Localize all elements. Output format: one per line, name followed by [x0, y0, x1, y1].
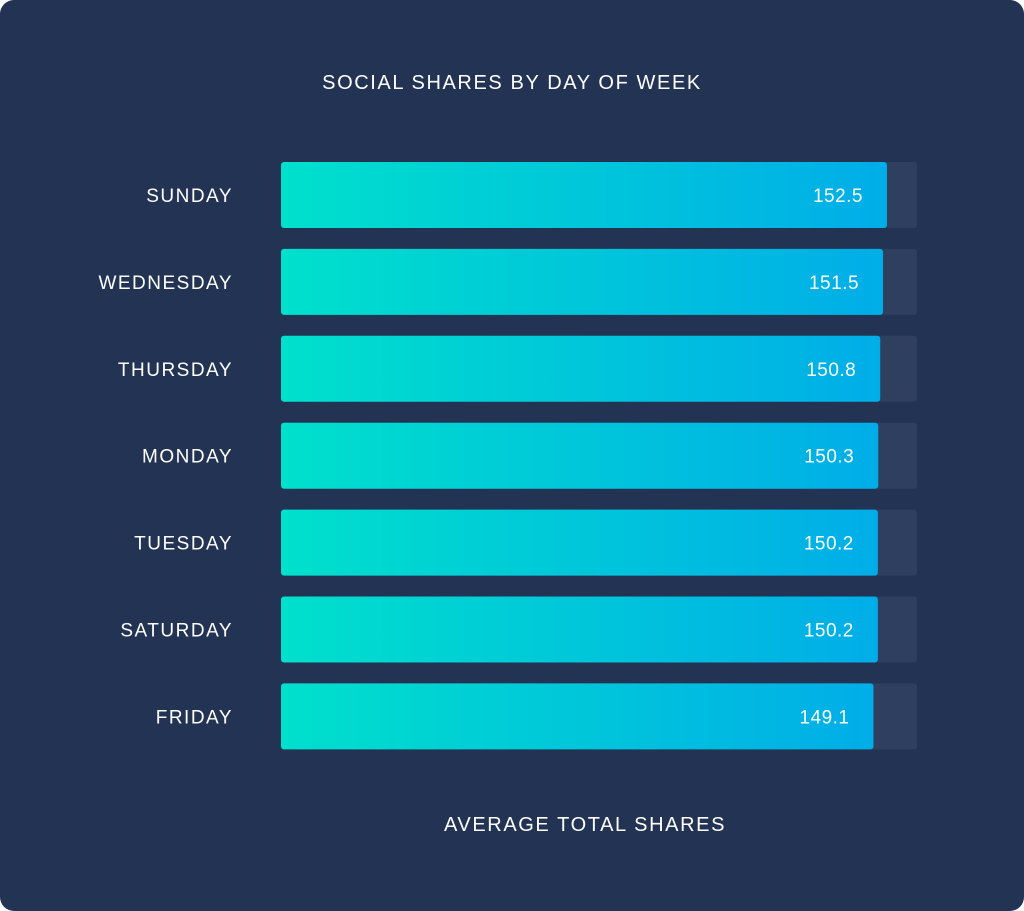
value-label: 151.5	[809, 273, 859, 294]
bar-saturday	[281, 596, 878, 663]
bar-sunday	[281, 162, 887, 228]
category-label: MONDAY	[142, 447, 233, 468]
category-label: THURSDAY	[118, 360, 233, 381]
value-label: 150.2	[804, 621, 854, 642]
value-label: 150.3	[804, 447, 854, 468]
bar-friday	[281, 683, 874, 750]
value-label: 149.1	[799, 707, 849, 728]
chart-title: SOCIAL SHARES BY DAY OF WEEK	[322, 72, 702, 94]
category-label: WEDNESDAY	[98, 273, 233, 294]
x-axis-label: AVERAGE TOTAL SHARES	[443, 814, 727, 836]
bar-wednesday	[281, 248, 884, 315]
bar-tuesday	[281, 509, 878, 576]
category-label: TUESDAY	[134, 534, 233, 555]
category-label: SATURDAY	[120, 621, 233, 642]
category-label: SUNDAY	[146, 186, 233, 207]
value-label: 150.2	[804, 534, 854, 555]
value-label: 150.8	[806, 360, 856, 381]
value-label: 152.5	[813, 186, 863, 207]
category-label: FRIDAY	[156, 707, 233, 728]
bar-thursday	[281, 335, 881, 402]
bar-monday	[281, 422, 879, 489]
bars-layer: SUNDAY 152.5 WEDNESDAY 151.5 THURSDAY 150.8 MO…	[98, 162, 917, 750]
